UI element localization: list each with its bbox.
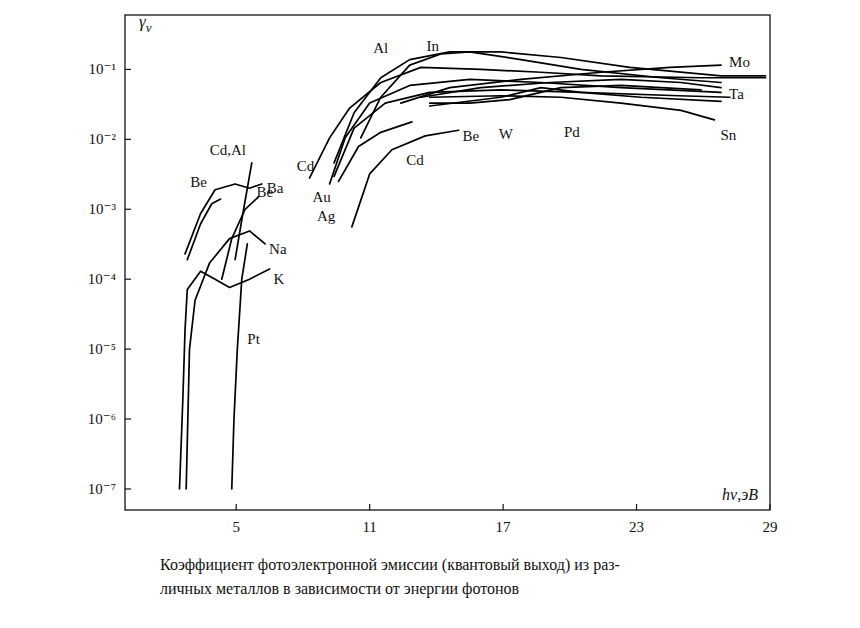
series-label: Cd [406, 152, 424, 168]
series-line [222, 197, 259, 279]
y-tick [125, 69, 131, 70]
series-label: K [274, 271, 285, 287]
series-label: Pd [564, 124, 580, 140]
y-tick [125, 139, 131, 140]
y-tick [125, 488, 131, 489]
background [0, 0, 860, 628]
series-label: Be [463, 128, 480, 144]
series-label: Cd,Al [210, 142, 246, 158]
x-tick-label: 29 [763, 519, 778, 535]
series-line [232, 244, 248, 489]
series-group [179, 52, 765, 489]
series-label: Sn [720, 127, 736, 143]
series-label: Pt [247, 331, 260, 347]
series-line [179, 269, 269, 489]
series-line [401, 65, 721, 103]
chart: 5 11 17 23 29 10⁻⁷ 10⁻⁶ 10⁻⁵ 10⁻⁴ 10⁻³ 10⁻² 10⁻¹ γν h… [0, 0, 860, 628]
series-label: Ta [729, 86, 744, 102]
y-tick-label: 10⁻⁶ [88, 411, 116, 427]
x-axis-title: hν,эВ [722, 486, 758, 503]
series-line [430, 96, 715, 120]
y-tick-label: 10⁻⁷ [88, 481, 116, 497]
y-tick-label: 10⁻⁴ [88, 271, 116, 287]
x-tick-label: 17 [496, 519, 512, 535]
series-label: Cd [297, 158, 315, 174]
series-line [421, 79, 721, 97]
y-tick [125, 418, 131, 419]
series-label: Ag [317, 208, 336, 224]
caption-line-1: Коэффициент фотоэлектронной эмиссии (ква… [160, 556, 620, 574]
y-tick-label: 10⁻² [89, 131, 117, 147]
x-tick-label: 23 [629, 519, 644, 535]
y-tick [125, 209, 131, 210]
caption-line-2: личных металлов в зависимости от энергии… [160, 580, 520, 598]
series-line [185, 184, 262, 254]
series-label: Be [190, 174, 207, 190]
x-tick [503, 504, 504, 510]
y-tick-label: 10⁻³ [89, 201, 117, 217]
series-label: In [427, 38, 440, 54]
series-label: Au [312, 189, 331, 205]
y-axis-title-sub: ν [146, 20, 152, 35]
series-label: Al [373, 40, 388, 56]
x-tick [369, 504, 370, 510]
x-tick-label: 11 [362, 519, 376, 535]
series-line [334, 90, 730, 177]
y-tick [125, 349, 131, 350]
series-line [352, 130, 459, 227]
series-line [361, 52, 721, 138]
series-line [310, 67, 766, 178]
plot-frame [125, 15, 770, 510]
y-tick-label: 10⁻¹ [89, 61, 116, 77]
x-tick [236, 504, 237, 510]
series-line [339, 122, 412, 182]
series-line [186, 231, 265, 489]
series-label: Be [256, 184, 273, 200]
y-tick-label: 10⁻⁵ [88, 341, 116, 357]
x-tick-label: 5 [232, 519, 240, 535]
series-label: Na [269, 241, 287, 257]
x-tick [769, 504, 770, 510]
y-axis-title: γν [139, 12, 152, 35]
x-tick [636, 504, 637, 510]
series-label: Mo [729, 54, 750, 70]
y-tick [125, 279, 131, 280]
series-label: W [499, 126, 514, 142]
